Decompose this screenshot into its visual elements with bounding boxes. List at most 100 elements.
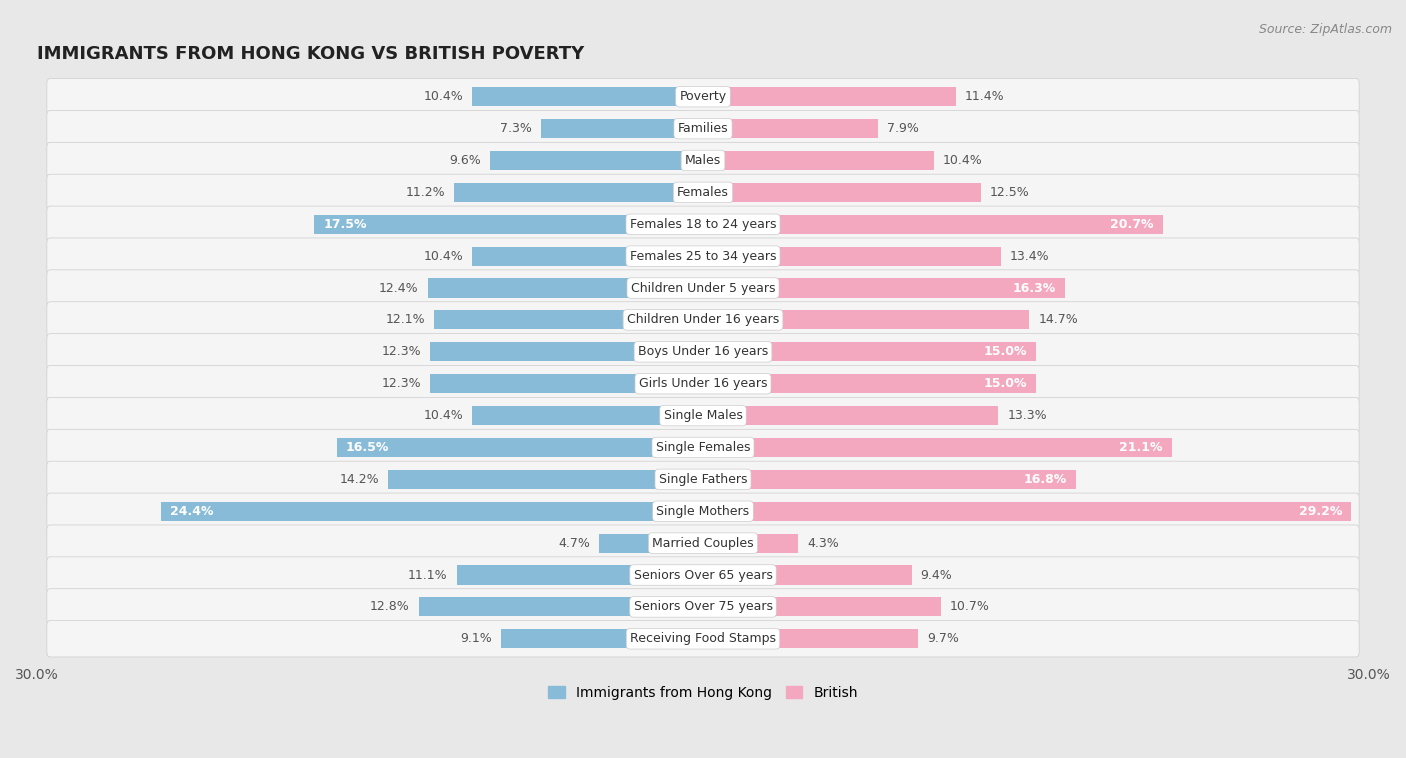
Text: 10.4%: 10.4% — [423, 249, 463, 263]
Bar — [703, 151, 934, 170]
Text: Girls Under 16 years: Girls Under 16 years — [638, 377, 768, 390]
Bar — [703, 470, 1076, 489]
Text: Families: Families — [678, 122, 728, 135]
Bar — [703, 343, 1036, 362]
Text: 16.3%: 16.3% — [1012, 281, 1056, 295]
Bar — [703, 438, 1171, 457]
FancyBboxPatch shape — [46, 461, 1360, 497]
Text: 15.0%: 15.0% — [984, 346, 1028, 359]
Text: Single Males: Single Males — [664, 409, 742, 422]
Text: 16.8%: 16.8% — [1024, 473, 1067, 486]
Bar — [703, 597, 941, 616]
Bar — [336, 438, 703, 457]
Bar — [599, 534, 703, 553]
Bar — [419, 597, 703, 616]
Bar — [501, 629, 703, 648]
FancyBboxPatch shape — [46, 397, 1360, 434]
Text: 20.7%: 20.7% — [1111, 218, 1154, 230]
FancyBboxPatch shape — [46, 302, 1360, 338]
Text: 7.9%: 7.9% — [887, 122, 920, 135]
Bar — [472, 246, 703, 266]
Legend: Immigrants from Hong Kong, British: Immigrants from Hong Kong, British — [543, 680, 863, 705]
FancyBboxPatch shape — [46, 111, 1360, 147]
Text: 24.4%: 24.4% — [170, 505, 214, 518]
FancyBboxPatch shape — [46, 143, 1360, 179]
Text: Single Females: Single Females — [655, 441, 751, 454]
Text: 21.1%: 21.1% — [1119, 441, 1163, 454]
FancyBboxPatch shape — [46, 206, 1360, 243]
Text: 9.1%: 9.1% — [460, 632, 492, 645]
Text: 12.3%: 12.3% — [381, 346, 420, 359]
Text: 10.7%: 10.7% — [949, 600, 990, 613]
Text: 14.7%: 14.7% — [1038, 313, 1078, 327]
FancyBboxPatch shape — [46, 174, 1360, 211]
Bar — [457, 565, 703, 584]
FancyBboxPatch shape — [46, 621, 1360, 657]
Text: Married Couples: Married Couples — [652, 537, 754, 550]
Text: 29.2%: 29.2% — [1299, 505, 1343, 518]
Bar — [703, 502, 1351, 521]
FancyBboxPatch shape — [46, 557, 1360, 594]
Bar — [703, 406, 998, 425]
Bar — [703, 629, 918, 648]
Bar — [430, 343, 703, 362]
Text: 4.7%: 4.7% — [558, 537, 589, 550]
FancyBboxPatch shape — [46, 365, 1360, 402]
Bar — [703, 119, 879, 138]
Bar — [541, 119, 703, 138]
Text: Males: Males — [685, 154, 721, 167]
Bar — [489, 151, 703, 170]
Text: 12.1%: 12.1% — [385, 313, 426, 327]
Text: Source: ZipAtlas.com: Source: ZipAtlas.com — [1258, 23, 1392, 36]
Text: Children Under 5 years: Children Under 5 years — [631, 281, 775, 295]
FancyBboxPatch shape — [46, 429, 1360, 465]
Text: 14.2%: 14.2% — [339, 473, 378, 486]
Bar — [703, 87, 956, 106]
Text: 12.8%: 12.8% — [370, 600, 411, 613]
Text: IMMIGRANTS FROM HONG KONG VS BRITISH POVERTY: IMMIGRANTS FROM HONG KONG VS BRITISH POV… — [37, 45, 583, 64]
Bar — [162, 502, 703, 521]
FancyBboxPatch shape — [46, 525, 1360, 562]
Text: 7.3%: 7.3% — [501, 122, 531, 135]
Text: 11.1%: 11.1% — [408, 568, 447, 581]
FancyBboxPatch shape — [46, 238, 1360, 274]
Bar — [472, 87, 703, 106]
Text: 16.5%: 16.5% — [346, 441, 389, 454]
Text: 9.7%: 9.7% — [928, 632, 959, 645]
Text: Receiving Food Stamps: Receiving Food Stamps — [630, 632, 776, 645]
Bar — [454, 183, 703, 202]
Text: 13.3%: 13.3% — [1007, 409, 1047, 422]
Text: Poverty: Poverty — [679, 90, 727, 103]
Text: Seniors Over 75 years: Seniors Over 75 years — [634, 600, 772, 613]
Bar — [703, 374, 1036, 393]
Bar — [430, 374, 703, 393]
Bar — [315, 215, 703, 233]
Bar — [703, 534, 799, 553]
Text: 15.0%: 15.0% — [984, 377, 1028, 390]
Bar — [703, 183, 980, 202]
Text: Single Fathers: Single Fathers — [659, 473, 747, 486]
Bar — [703, 565, 911, 584]
FancyBboxPatch shape — [46, 334, 1360, 370]
Text: Single Mothers: Single Mothers — [657, 505, 749, 518]
Text: 11.2%: 11.2% — [406, 186, 446, 199]
Text: 9.4%: 9.4% — [921, 568, 952, 581]
Text: 17.5%: 17.5% — [323, 218, 367, 230]
Bar — [703, 310, 1029, 330]
FancyBboxPatch shape — [46, 493, 1360, 529]
Bar — [427, 278, 703, 298]
Text: 11.4%: 11.4% — [965, 90, 1005, 103]
Text: 10.4%: 10.4% — [943, 154, 983, 167]
Text: 12.3%: 12.3% — [381, 377, 420, 390]
FancyBboxPatch shape — [46, 589, 1360, 625]
Text: 9.6%: 9.6% — [449, 154, 481, 167]
FancyBboxPatch shape — [46, 79, 1360, 115]
Bar — [388, 470, 703, 489]
Text: Females 18 to 24 years: Females 18 to 24 years — [630, 218, 776, 230]
Text: Seniors Over 65 years: Seniors Over 65 years — [634, 568, 772, 581]
Text: Females 25 to 34 years: Females 25 to 34 years — [630, 249, 776, 263]
Text: 4.3%: 4.3% — [807, 537, 839, 550]
Text: 13.4%: 13.4% — [1010, 249, 1049, 263]
Bar — [703, 215, 1163, 233]
FancyBboxPatch shape — [46, 270, 1360, 306]
